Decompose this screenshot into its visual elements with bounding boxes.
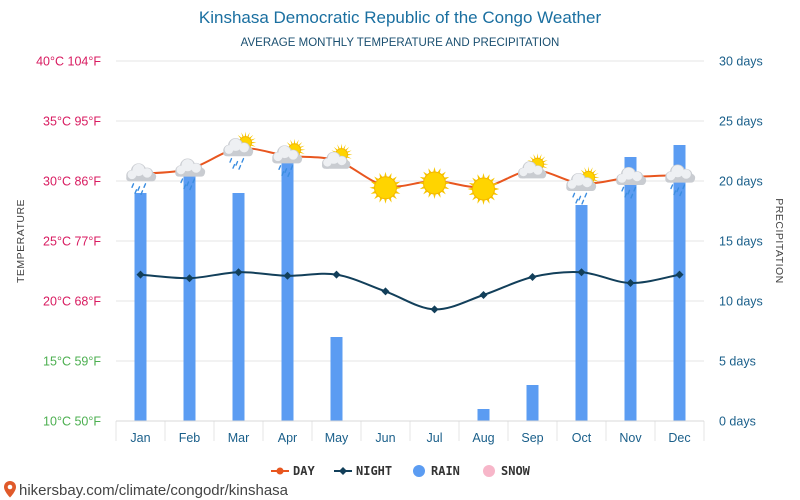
- night-point: [283, 271, 292, 280]
- legend-label-day: DAY: [293, 464, 315, 478]
- right-axis-title: PRECIPITATION: [773, 198, 785, 283]
- night-point: [234, 268, 243, 277]
- rain-cloud-icon: [175, 158, 206, 191]
- night-point: [381, 287, 390, 296]
- rain-cloud-icon: [616, 166, 647, 199]
- x-tick-label: Dec: [668, 431, 690, 445]
- rain-bar: [183, 169, 196, 421]
- rain-bar: [673, 145, 686, 421]
- sun-icon: [467, 173, 500, 205]
- weather-icons: [126, 131, 696, 205]
- rain-bar: [575, 205, 588, 421]
- x-tick-label: Jan: [130, 431, 150, 445]
- rain-bars: [134, 145, 686, 421]
- axes: 40°C 104°F 35°C 95°F 30°C 86°F 25°C 77°F 20°…: [36, 55, 763, 446]
- legend-item-snow[interactable]: SNOW: [483, 464, 531, 478]
- rain-bar: [526, 385, 539, 421]
- rain-bar: [624, 157, 637, 421]
- x-tick-label: May: [325, 431, 349, 445]
- left-tick-label: 35°C 95°F: [43, 115, 101, 129]
- legend-item-night[interactable]: NIGHT: [334, 464, 392, 478]
- night-point: [675, 270, 684, 279]
- sun-icon: [418, 167, 451, 199]
- sun-cloud-icon: [322, 143, 353, 169]
- left-axis-title: TEMPERATURE: [15, 199, 27, 283]
- left-tick-label: 10°C 50°F: [43, 415, 101, 429]
- x-tick-label: Aug: [472, 431, 494, 445]
- right-tick-label: 25 days: [719, 115, 763, 129]
- night-point: [528, 273, 537, 281]
- legend-label-snow: SNOW: [501, 464, 531, 478]
- right-tick-label: 0 days: [719, 415, 756, 429]
- location-pin-icon: [4, 481, 16, 498]
- sun-icon: [369, 171, 402, 204]
- legend-item-rain[interactable]: RAIN: [413, 464, 460, 478]
- chart-subtitle: AVERAGE MONTHLY TEMPERATURE AND PRECIPIT…: [241, 37, 560, 49]
- rain-bar: [134, 193, 147, 421]
- legend: DAY NIGHT RAIN SNOW: [271, 464, 531, 478]
- left-tick-label: 15°C 59°F: [43, 355, 101, 369]
- night-temperature-line: [140, 270, 680, 311]
- right-tick-label: 10 days: [719, 295, 763, 309]
- sun-cloud-icon: [518, 153, 549, 179]
- sun-cloud-rain-icon: [223, 131, 257, 170]
- sun-cloud-rain-icon: [566, 166, 600, 205]
- left-tick-label: 25°C 77°F: [43, 235, 101, 249]
- night-point: [626, 279, 635, 287]
- rain-bar: [330, 337, 343, 421]
- left-tick-label: 40°C 104°F: [36, 55, 101, 69]
- x-tick-label: Mar: [228, 431, 250, 445]
- rain-bar: [232, 193, 245, 421]
- x-tick-label: Oct: [572, 431, 592, 445]
- right-tick-label: 30 days: [719, 55, 763, 69]
- x-tick-label: Jul: [427, 431, 443, 445]
- x-tick-label: Feb: [179, 431, 201, 445]
- rain-bar: [281, 157, 294, 421]
- footer[interactable]: hikersbay.com/climate/congodr/kinshasa: [4, 481, 289, 499]
- temperature-lines: [136, 145, 684, 314]
- left-tick-label: 20°C 68°F: [43, 295, 101, 309]
- night-point: [479, 291, 488, 299]
- x-tick-label: Jun: [375, 431, 395, 445]
- left-tick-label: 30°C 86°F: [43, 175, 101, 189]
- sun-cloud-rain-icon: [272, 138, 306, 178]
- x-tick-label: Apr: [278, 431, 297, 445]
- night-point: [185, 274, 194, 283]
- x-tick-label: Sep: [521, 431, 543, 445]
- grid: [115, 60, 705, 441]
- right-tick-label: 15 days: [719, 235, 763, 249]
- right-tick-label: 20 days: [719, 175, 763, 189]
- footer-url[interactable]: hikersbay.com/climate/congodr/kinshasa: [19, 482, 289, 499]
- right-tick-label: 5 days: [719, 355, 756, 369]
- x-tick-label: Nov: [619, 431, 642, 445]
- rain-bar: [477, 409, 490, 421]
- rain-cloud-icon: [126, 163, 157, 196]
- night-point: [577, 268, 586, 277]
- legend-label-rain: RAIN: [431, 464, 460, 478]
- night-point: [136, 270, 145, 279]
- chart-title: Kinshasa Democratic Republic of the Cong…: [199, 8, 602, 27]
- legend-item-day[interactable]: DAY: [271, 464, 315, 478]
- night-point: [430, 305, 439, 314]
- rain-cloud-icon: [665, 164, 696, 197]
- night-point: [332, 270, 341, 279]
- legend-label-night: NIGHT: [356, 464, 392, 478]
